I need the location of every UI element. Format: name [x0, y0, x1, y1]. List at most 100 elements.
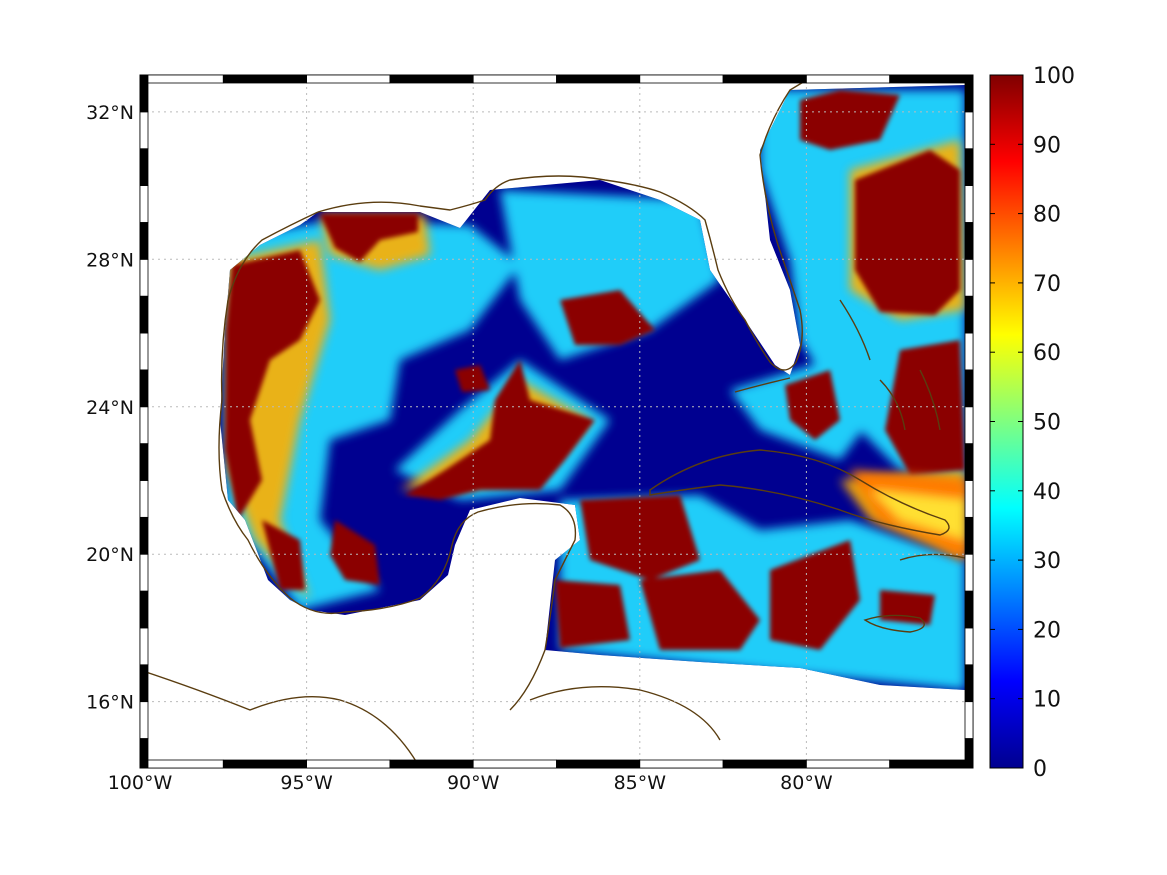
frame-bar-right	[964, 369, 974, 408]
frame-bar-left	[139, 701, 149, 739]
longitude-label: 95°W	[280, 772, 333, 794]
frame-bar-top	[389, 74, 474, 84]
frame-bar-right	[964, 295, 974, 334]
frame-bar-bottom	[722, 759, 807, 769]
frame-bar-left	[139, 74, 149, 113]
plume	[850, 470, 965, 560]
latitude-label: 24°N	[86, 397, 134, 419]
colorbar-label: 20	[1033, 618, 1061, 643]
frame-bar-top	[139, 74, 224, 84]
frame-bar-right	[964, 590, 974, 629]
colorbar-label: 80	[1033, 203, 1061, 228]
frame-bar-right	[964, 406, 974, 445]
keys	[734, 377, 791, 393]
frame-bar-right	[964, 553, 974, 592]
colorbar-label: 60	[1033, 341, 1061, 366]
frame-bar-left	[139, 590, 149, 629]
frame-bar-right	[964, 332, 974, 371]
map-frame	[139, 74, 974, 769]
frame-bar-top	[639, 74, 724, 84]
frame-bar-left	[139, 111, 149, 150]
hispaniola-edge	[899, 553, 966, 561]
frame-bar-right	[964, 480, 974, 518]
longitude-labels: 100°W 95°W 90°W 85°W 80°W	[108, 772, 833, 794]
frame-bar-left	[139, 332, 149, 371]
frame-bar-top	[889, 74, 974, 84]
heatmap-layer	[220, 85, 965, 690]
colorbar-label: 90	[1033, 133, 1061, 158]
frame-bar-left	[139, 480, 149, 518]
colorbar-label: 30	[1033, 549, 1061, 574]
colorbar-label: 50	[1033, 411, 1061, 436]
latitude-label: 28°N	[86, 249, 134, 271]
latitude-label: 16°N	[86, 692, 134, 714]
frame-bar-bottom	[306, 759, 391, 769]
colorbar-label: 40	[1033, 480, 1061, 505]
frame-bar-top	[222, 74, 308, 84]
frame-bar-left	[139, 553, 149, 592]
frame-bar-right	[964, 222, 974, 260]
frame-bar-bottom	[472, 759, 557, 769]
frame-bar-left	[139, 738, 149, 769]
frame-bar-right	[964, 627, 974, 666]
frame-bar-bottom	[389, 759, 474, 769]
frame-bar-bottom	[139, 759, 224, 769]
frame-bar-top	[806, 74, 891, 84]
frame-bar-right	[964, 664, 974, 703]
latitude-labels: 32°N 28°N 24°N 20°N 16°N	[86, 102, 134, 714]
frame-bar-top	[722, 74, 807, 84]
frame-bar-left	[139, 627, 149, 666]
longitude-label: 100°W	[108, 772, 173, 794]
red-cores	[225, 90, 965, 650]
frame-bar-left	[139, 664, 149, 703]
frame-bar-left	[139, 295, 149, 334]
colorbar-label: 70	[1033, 272, 1061, 297]
frame-bar-bottom	[889, 759, 974, 769]
mexico-coast	[218, 211, 577, 711]
colorbar: 0 10 20 30 40 50 60 70 80 90 100	[989, 64, 1075, 782]
longitude-label: 85°W	[614, 772, 667, 794]
frame-bar-left	[139, 222, 149, 260]
frame-bar-right	[964, 701, 974, 739]
frame-bar-right	[964, 738, 974, 769]
colorbar-gradient	[989, 74, 1024, 769]
latitude-label: 32°N	[86, 102, 134, 124]
frame-bar-bottom	[556, 759, 641, 769]
frame-bar-left	[139, 406, 149, 445]
longitude-label: 90°W	[447, 772, 500, 794]
honduras-coast	[529, 685, 721, 741]
gulf-coast	[317, 75, 816, 371]
coastlines	[140, 75, 966, 768]
central-america-coast	[140, 669, 421, 768]
frame-bar-right	[964, 74, 974, 113]
frame-bar-left	[139, 443, 149, 481]
frame-bar-left	[139, 258, 149, 297]
frame-bar-top	[306, 74, 391, 84]
cuba	[649, 449, 950, 536]
graticule	[140, 75, 973, 768]
frame-bar-right	[964, 148, 974, 186]
frame-bar-right	[964, 443, 974, 481]
frame-bar-left	[139, 369, 149, 408]
frame-bar-bottom	[222, 759, 308, 769]
latitude-label: 20°N	[86, 544, 134, 566]
frame-bar-left	[139, 516, 149, 555]
bahamas	[839, 299, 941, 431]
frame-bar-left	[139, 148, 149, 186]
frame-bar-right	[964, 185, 974, 223]
frame-bar-top	[556, 74, 641, 84]
colorbar-label: 100	[1033, 64, 1075, 89]
frame-bar-right	[964, 111, 974, 150]
frame-bar-right	[964, 258, 974, 297]
frame-bar-bottom	[806, 759, 891, 769]
colorbar-label: 0	[1033, 757, 1047, 782]
colorbar-label: 10	[1033, 688, 1061, 713]
longitude-label: 80°W	[780, 772, 833, 794]
frame-bar-top	[472, 74, 557, 84]
frame-bar-bottom	[639, 759, 724, 769]
colorbar-ticks: 0 10 20 30 40 50 60 70 80 90 100	[990, 64, 1075, 782]
jamaica	[863, 614, 925, 633]
frame-bar-right	[964, 516, 974, 555]
frame-bar-left	[139, 185, 149, 223]
